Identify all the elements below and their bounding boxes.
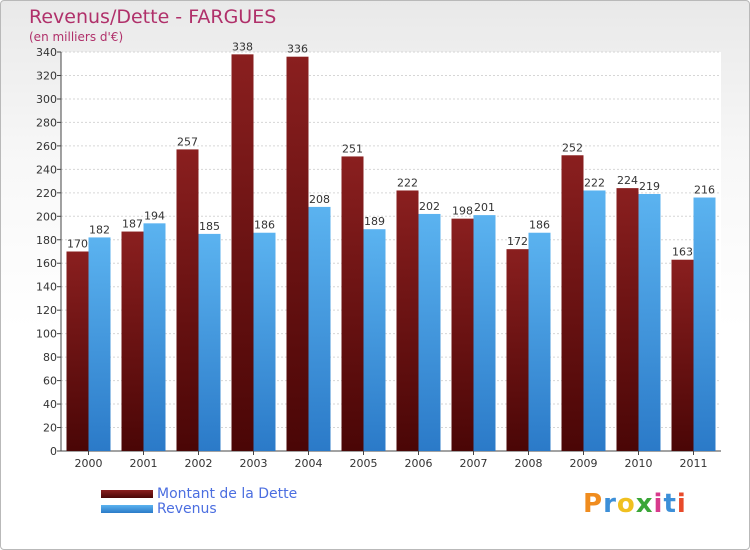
legend-swatch-revenus bbox=[101, 504, 153, 513]
x-tick-label: 2000 bbox=[75, 457, 103, 470]
bar-dette bbox=[506, 249, 529, 451]
logo-letter: x bbox=[635, 489, 654, 519]
data-label-revenus: 194 bbox=[144, 209, 165, 222]
bar-dette bbox=[66, 251, 89, 451]
data-label-dette: 187 bbox=[122, 218, 143, 231]
x-tick-label: 2011 bbox=[680, 457, 708, 470]
logo-letter: i bbox=[676, 489, 687, 519]
data-label-dette: 198 bbox=[452, 205, 473, 218]
bar-revenus bbox=[363, 229, 386, 451]
y-tick-label: 40 bbox=[43, 398, 57, 411]
legend-label-dette: Montant de la Dette bbox=[157, 485, 298, 502]
bar-revenus bbox=[693, 197, 716, 451]
data-label-revenus: 219 bbox=[639, 180, 660, 193]
data-label-dette: 338 bbox=[232, 40, 253, 53]
logo-letter: r bbox=[603, 489, 617, 519]
y-tick-label: 300 bbox=[36, 93, 57, 106]
x-tick-label: 2009 bbox=[570, 457, 598, 470]
x-tick-label: 2007 bbox=[460, 457, 488, 470]
bar-dette bbox=[616, 188, 639, 452]
x-tick-label: 2005 bbox=[350, 457, 378, 470]
proxiti-logo: Proxiti bbox=[583, 489, 687, 519]
legend-item-dette: Montant de la Dette bbox=[101, 485, 298, 502]
y-tick-label: 100 bbox=[36, 328, 57, 341]
data-label-revenus: 185 bbox=[199, 220, 220, 233]
x-tick-label: 2006 bbox=[405, 457, 433, 470]
data-label-revenus: 202 bbox=[419, 200, 440, 213]
y-tick-label: 140 bbox=[36, 281, 57, 294]
y-tick-label: 60 bbox=[43, 375, 57, 388]
bar-dette bbox=[341, 156, 364, 451]
y-tick-label: 0 bbox=[50, 445, 57, 458]
x-tick-label: 2004 bbox=[295, 457, 323, 470]
data-label-revenus: 182 bbox=[89, 223, 110, 236]
data-label-revenus: 222 bbox=[584, 176, 605, 189]
legend-item-revenus: Revenus bbox=[101, 500, 297, 517]
y-tick-label: 200 bbox=[36, 210, 57, 223]
logo-letter: P bbox=[583, 489, 604, 519]
bar-revenus bbox=[418, 213, 441, 451]
x-tick-label: 2008 bbox=[515, 457, 543, 470]
plot-area bbox=[61, 52, 721, 451]
bar-revenus bbox=[473, 215, 496, 451]
bar-dette bbox=[396, 190, 419, 451]
bar-revenus bbox=[308, 206, 331, 451]
data-label-dette: 252 bbox=[562, 141, 583, 154]
logo-letter: o bbox=[616, 489, 636, 519]
chart-title: Revenus/Dette - FARGUES bbox=[29, 6, 277, 28]
legend-swatch-dette bbox=[101, 489, 153, 498]
bar-revenus bbox=[583, 190, 606, 451]
data-label-dette: 336 bbox=[287, 43, 308, 56]
bar-dette bbox=[176, 149, 199, 451]
y-tick-label: 220 bbox=[36, 187, 57, 200]
x-tick-label: 2003 bbox=[240, 457, 268, 470]
y-tick-label: 280 bbox=[36, 116, 57, 129]
bar-revenus bbox=[528, 232, 551, 451]
y-tick-label: 120 bbox=[36, 304, 57, 317]
y-tick-label: 80 bbox=[43, 351, 57, 364]
y-tick-label: 320 bbox=[36, 69, 57, 82]
bar-revenus bbox=[198, 233, 221, 451]
logo-letter: t bbox=[663, 489, 677, 519]
data-label-revenus: 186 bbox=[254, 219, 275, 232]
data-label-dette: 163 bbox=[672, 246, 693, 259]
bar-dette bbox=[671, 259, 694, 451]
y-tick-label: 260 bbox=[36, 140, 57, 153]
bar-revenus bbox=[253, 232, 276, 451]
bar-dette bbox=[231, 54, 254, 452]
data-label-revenus: 186 bbox=[529, 219, 550, 232]
data-label-revenus: 189 bbox=[364, 215, 385, 228]
y-tick-label: 180 bbox=[36, 234, 57, 247]
chart-subtitle: (en milliers d'€) bbox=[29, 30, 124, 44]
data-label-dette: 257 bbox=[177, 135, 198, 148]
y-tick-label: 20 bbox=[43, 422, 57, 435]
x-tick-label: 2002 bbox=[185, 457, 213, 470]
bar-dette bbox=[121, 231, 144, 451]
bar-dette bbox=[451, 218, 474, 451]
data-label-dette: 224 bbox=[617, 174, 638, 187]
data-label-dette: 170 bbox=[67, 238, 88, 251]
data-label-dette: 251 bbox=[342, 142, 363, 155]
data-label-revenus: 208 bbox=[309, 193, 330, 206]
legend: Montant de la Dette Revenus bbox=[101, 485, 298, 517]
legend-label-revenus: Revenus bbox=[157, 500, 217, 517]
bar-dette bbox=[286, 56, 309, 451]
y-tick-label: 340 bbox=[36, 46, 57, 59]
data-label-dette: 172 bbox=[507, 235, 528, 248]
bar-revenus bbox=[88, 237, 111, 451]
x-tick-label: 2010 bbox=[625, 457, 653, 470]
bar-dette bbox=[561, 155, 584, 452]
y-tick-label: 240 bbox=[36, 163, 57, 176]
data-label-revenus: 201 bbox=[474, 201, 495, 214]
bar-revenus bbox=[638, 193, 661, 451]
y-tick-label: 160 bbox=[36, 257, 57, 270]
x-tick-label: 2001 bbox=[130, 457, 158, 470]
logo-letter: i bbox=[653, 489, 664, 519]
data-label-revenus: 216 bbox=[694, 184, 715, 197]
bar-revenus bbox=[143, 223, 166, 451]
data-label-dette: 222 bbox=[397, 176, 418, 189]
